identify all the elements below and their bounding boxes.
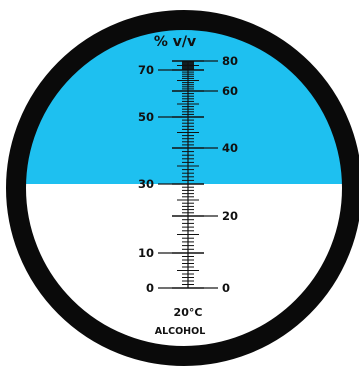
eyepiece-rim <box>6 10 359 366</box>
right-scale-labels: 80 60 40 20 0 <box>204 54 238 295</box>
scale-ticks <box>172 60 204 289</box>
unit-label: % v/v <box>154 34 196 50</box>
right-scale-label: 20 <box>222 209 238 223</box>
right-scale-label: 80 <box>222 54 238 68</box>
left-scale-label: 50 <box>138 110 154 124</box>
right-scale-label: 0 <box>222 281 230 295</box>
left-scale-labels: 70 50 30 10 0 <box>138 63 172 295</box>
left-scale-label: 0 <box>146 281 154 295</box>
right-scale-label: 40 <box>222 141 238 155</box>
left-scale-label: 30 <box>138 177 154 191</box>
right-scale-label: 60 <box>222 84 238 98</box>
fluid-label: ALCOHOL <box>155 326 206 337</box>
temperature-label: 20°C <box>174 306 203 319</box>
left-scale-label: 70 <box>138 63 154 77</box>
left-scale-label: 10 <box>138 246 154 260</box>
